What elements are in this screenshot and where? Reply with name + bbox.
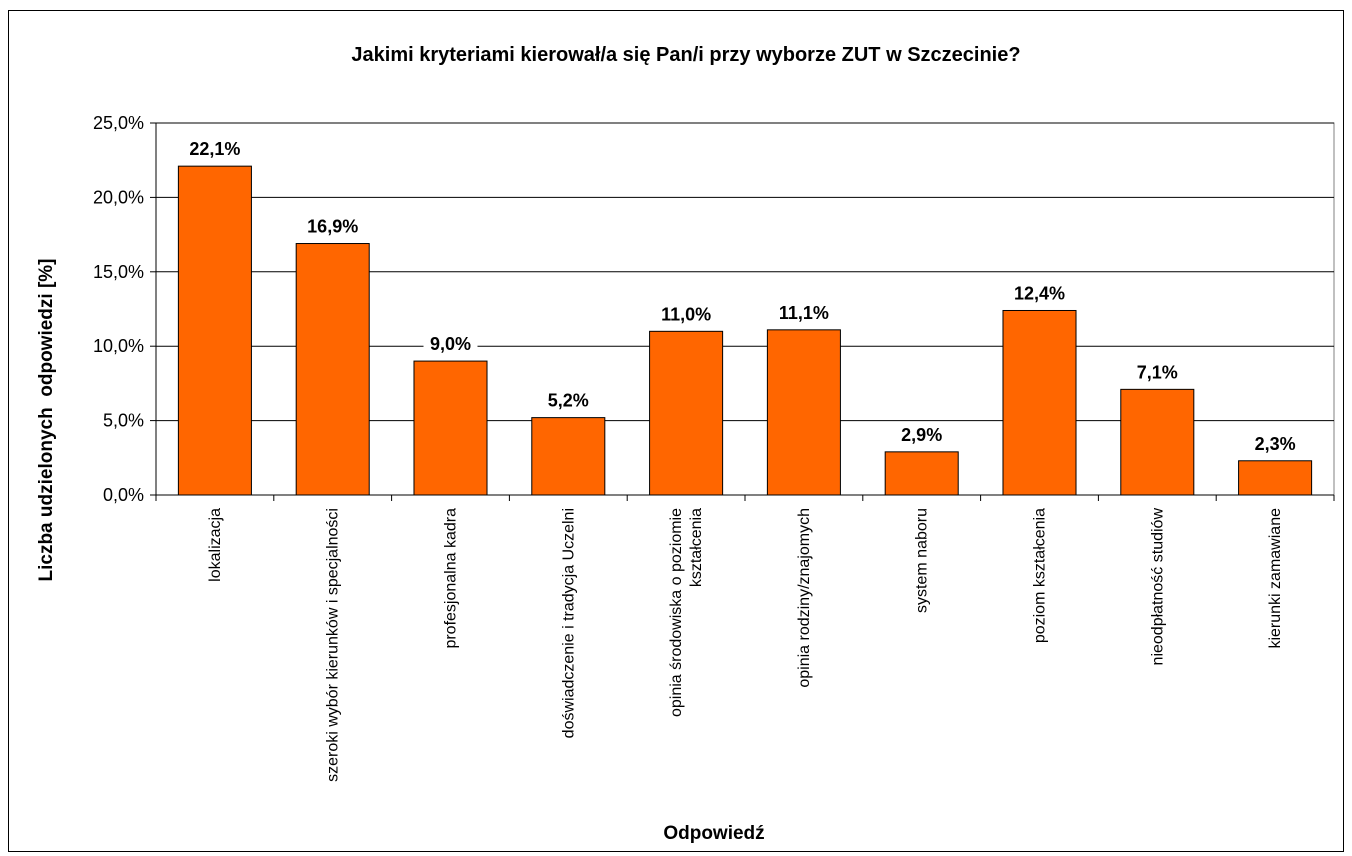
value-label-background — [541, 387, 596, 412]
value-label-background — [1248, 430, 1303, 455]
bar — [531, 417, 606, 496]
y-tick-label: 5,0% — [103, 411, 144, 431]
y-tick-label: 25,0% — [93, 113, 144, 133]
bar — [295, 243, 370, 496]
bar — [884, 451, 959, 496]
bar — [1002, 309, 1077, 496]
category-label: system naboru — [914, 508, 931, 613]
value-label-background — [182, 136, 248, 161]
value-label: 16,9% — [307, 217, 358, 237]
bar — [1238, 460, 1313, 496]
category-label: profesjonalna kadra — [443, 508, 460, 649]
y-tick-label: 20,0% — [93, 187, 144, 207]
category-label: doświadczenie i tradycja Uczelni — [560, 508, 577, 738]
value-label-background — [1007, 280, 1072, 305]
bar — [177, 165, 252, 496]
category-label: nieodpłatność studiów — [1149, 508, 1166, 666]
y-axis-title: Liczba udzielonych odpowiedzi [%] — [36, 258, 57, 581]
chart-title: Jakimi kryteriami kierował/a się Pan/i p… — [351, 44, 1020, 66]
value-label-background — [771, 299, 837, 324]
value-label: 11,1% — [779, 303, 829, 323]
value-label-background — [300, 213, 366, 238]
value-label-background — [423, 331, 478, 356]
bar — [1120, 388, 1195, 496]
bar — [413, 360, 488, 496]
y-tick-label: 15,0% — [93, 262, 144, 282]
category-label: poziom kształcenia — [1032, 508, 1049, 643]
bar — [649, 330, 724, 496]
value-label-background — [894, 421, 949, 446]
category-label: lokalizacja — [207, 508, 224, 582]
value-label: 11,0% — [661, 304, 711, 324]
bar — [766, 329, 841, 496]
y-tick-label: 0,0% — [103, 485, 144, 505]
plot-area: 0,0% 5,0% 10,0% 15,0% 20,0% 25,0% 22,1% lokaliz… — [93, 113, 1335, 782]
category-label: opinia środowiska o poziomie — [668, 508, 685, 717]
category-label: kierunki zamawiane — [1267, 508, 1284, 649]
value-label: 22,1% — [189, 139, 240, 159]
value-label: 5,2% — [548, 391, 589, 411]
value-label: 2,3% — [1255, 434, 1296, 454]
category-label: kształcenia — [688, 508, 705, 587]
value-label: 9,0% — [430, 334, 471, 354]
category-label: szeroki wybór kierunków i specjalności — [325, 508, 342, 782]
value-label: 2,9% — [901, 425, 942, 445]
value-label: 7,1% — [1137, 362, 1178, 382]
value-label-background — [653, 301, 719, 326]
category-label: opinia rodziny/znajomych — [796, 508, 813, 688]
y-tick-label: 10,0% — [93, 336, 144, 356]
x-axis-title: Odpowiedź — [663, 823, 764, 844]
value-label: 12,4% — [1014, 283, 1065, 303]
value-label-background — [1130, 359, 1185, 384]
